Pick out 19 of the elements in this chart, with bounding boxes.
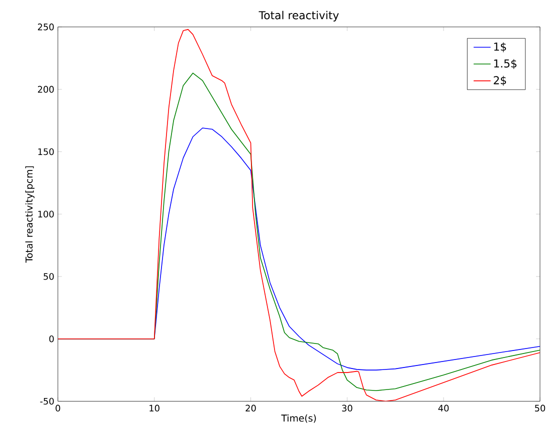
legend-label: 1$ bbox=[494, 42, 506, 52]
y-tick-label: -50 bbox=[40, 398, 54, 405]
y-tick-label: 150 bbox=[38, 148, 54, 156]
x-axis-title: Time(s) bbox=[281, 414, 316, 423]
chart-title: Total reactivity bbox=[258, 10, 339, 22]
x-tick-label: 0 bbox=[56, 404, 60, 412]
y-axis-title: Total reactivity[pcm] bbox=[25, 166, 34, 263]
x-tick-label: 20 bbox=[246, 404, 256, 412]
y-tick-label: 50 bbox=[44, 273, 54, 280]
y-tick-label: 200 bbox=[38, 86, 54, 93]
x-tick-label: 50 bbox=[534, 404, 546, 412]
x-tick-label: 10 bbox=[150, 404, 160, 412]
legend-label: 1.5$ bbox=[494, 59, 516, 69]
x-tick-label: 40 bbox=[438, 404, 449, 412]
legend-label: 2$ bbox=[494, 76, 506, 86]
y-tick-label: 250 bbox=[38, 23, 54, 30]
y-tick-label: 100 bbox=[38, 210, 54, 218]
y-tick-label: 0 bbox=[49, 335, 54, 342]
x-tick-label: 30 bbox=[342, 404, 352, 412]
